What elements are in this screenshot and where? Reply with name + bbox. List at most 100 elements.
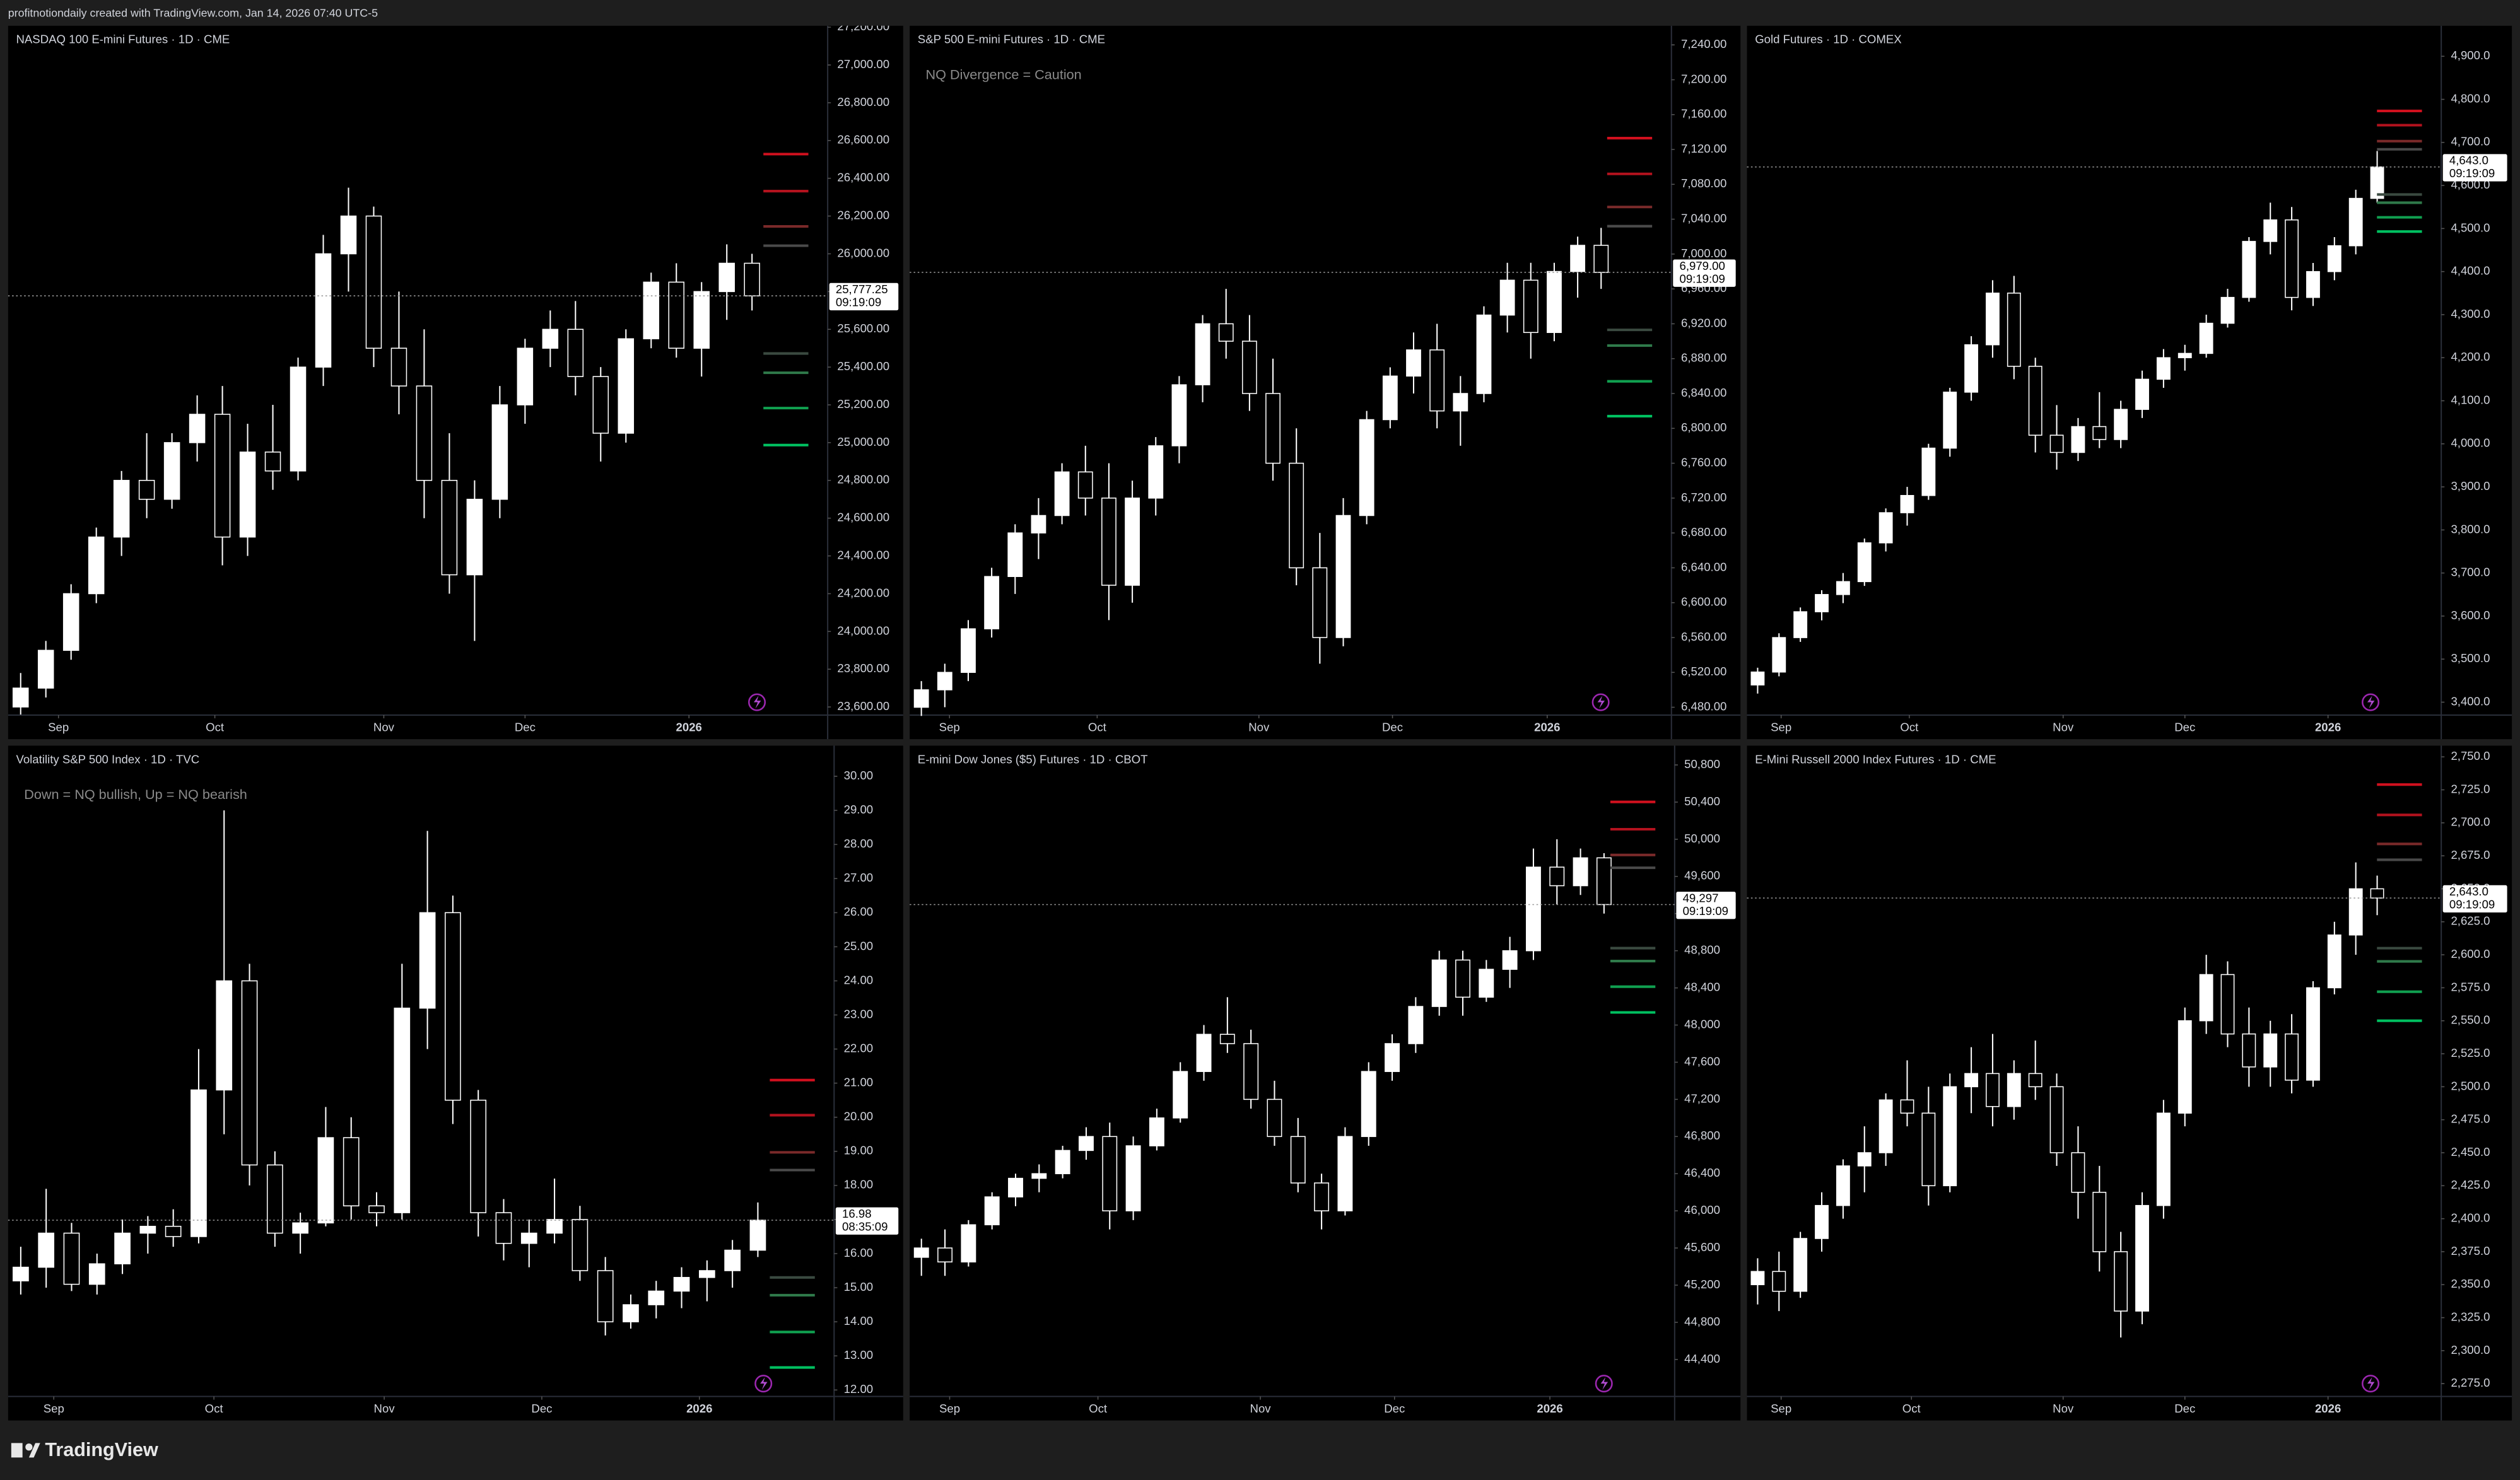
- candle-body: [214, 414, 231, 538]
- panel-background: [8, 25, 903, 740]
- candle-body: [13, 1266, 29, 1281]
- x-tick-label: Oct: [205, 1402, 224, 1415]
- last-price-label: 6,979.00: [1679, 259, 1725, 272]
- countdown-label: 09:19:09: [1683, 904, 1728, 918]
- candle-body: [2049, 1086, 2064, 1153]
- candle-body: [1031, 515, 1046, 533]
- candle-body: [718, 262, 735, 293]
- candle-body: [1314, 1182, 1330, 1211]
- y-tick-label: 13.00: [844, 1348, 874, 1361]
- y-tick-label: 27,200.00: [837, 20, 889, 33]
- y-tick-label: 22.00: [844, 1041, 874, 1054]
- chart-title: E-mini Dow Jones ($5) Futures · 1D · CBO…: [918, 752, 1148, 766]
- x-tick-label: 2026: [2315, 1402, 2341, 1415]
- candle-body: [2007, 1073, 2021, 1107]
- x-tick-label: Sep: [48, 720, 69, 733]
- countdown-label: 09:19:09: [2449, 897, 2495, 911]
- candle-body: [520, 1232, 537, 1244]
- x-tick-label: Oct: [1900, 720, 1919, 733]
- y-tick-label: 24,400.00: [837, 548, 889, 561]
- candle-body: [190, 1089, 207, 1237]
- y-tick-label: 6,640.00: [1681, 560, 1726, 573]
- candle-body: [2348, 197, 2363, 247]
- candle-body: [292, 1222, 308, 1234]
- candle-body: [343, 1137, 360, 1207]
- candle-body: [2177, 1020, 2192, 1114]
- y-tick-label: 14.00: [844, 1314, 874, 1327]
- y-tick-label: 4,800.0: [2451, 91, 2490, 105]
- alert-icon: [1595, 1375, 1613, 1393]
- y-tick-label: 2,450.0: [2451, 1145, 2490, 1158]
- y-tick-label: 47,200: [1684, 1092, 1720, 1105]
- y-tick-label: 4,400.0: [2451, 264, 2490, 277]
- y-tick-label: 6,560.00: [1681, 630, 1726, 643]
- candle-body: [1549, 866, 1565, 887]
- x-tick-label: Sep: [939, 720, 960, 733]
- y-tick-label: 45,600: [1684, 1240, 1720, 1254]
- x-tick-label: Dec: [1384, 1402, 1405, 1415]
- y-tick-label: 2,700.0: [2451, 815, 2490, 829]
- candle-body: [913, 689, 929, 708]
- candle-body: [315, 253, 332, 368]
- x-tick-label: Sep: [939, 1402, 960, 1415]
- candle-body: [1815, 1204, 1829, 1239]
- y-tick-label: 7,080.00: [1681, 177, 1726, 190]
- panel-background: [1747, 25, 2512, 740]
- candle-body: [1772, 637, 1786, 673]
- last-price-box: [829, 283, 899, 311]
- y-tick-label: 50,400: [1684, 795, 1720, 808]
- alert-icon: [2362, 1375, 2380, 1393]
- candle-body: [466, 498, 483, 576]
- candle-body: [1290, 1136, 1306, 1184]
- candle-body: [1007, 532, 1023, 578]
- candle-body: [470, 1099, 487, 1213]
- candle-body: [139, 1225, 156, 1234]
- x-tick-label: Nov: [2053, 1402, 2074, 1415]
- y-tick-label: 2,500.0: [2451, 1079, 2490, 1092]
- candle-body: [1857, 542, 1872, 583]
- candle-body: [1359, 419, 1374, 516]
- annotation: Down = NQ bullish, Up = NQ bearish: [24, 786, 247, 802]
- candle-body: [749, 1220, 766, 1251]
- y-tick-label: 26,000.00: [837, 246, 889, 259]
- x-tick-label: Sep: [1771, 1402, 1791, 1415]
- alert-icon: [754, 1375, 773, 1393]
- annotation: NQ Divergence = Caution: [926, 66, 1082, 82]
- x-tick-label: Sep: [44, 1402, 64, 1415]
- x-tick-label: Nov: [2053, 720, 2074, 733]
- x-tick-label: Dec: [515, 720, 536, 733]
- candle-body: [961, 628, 976, 673]
- y-tick-label: 44,400: [1684, 1352, 1720, 1365]
- candle-body: [266, 1164, 283, 1234]
- candle-body: [1125, 498, 1140, 586]
- y-tick-label: 47,600: [1684, 1054, 1720, 1068]
- candle-body: [1431, 959, 1447, 1007]
- tradingview-logo: [11, 1443, 40, 1458]
- candle-body: [2370, 166, 2384, 199]
- x-tick-label: Nov: [373, 720, 395, 733]
- candle-body: [2156, 1112, 2171, 1206]
- candle-body: [2263, 219, 2278, 242]
- candle-body: [724, 1249, 741, 1271]
- x-tick-label: Dec: [2174, 720, 2195, 733]
- candle-body: [1078, 1136, 1094, 1151]
- candle-body: [441, 480, 458, 576]
- candle-body: [264, 452, 281, 472]
- y-tick-label: 48,800: [1684, 943, 1720, 957]
- candle-body: [1406, 349, 1421, 377]
- y-tick-label: 24.00: [844, 973, 874, 986]
- x-tick-label: 2026: [2315, 720, 2341, 733]
- x-tick-label: 2026: [686, 1402, 712, 1415]
- last-price-box: [2442, 154, 2507, 182]
- y-tick-label: 24,800.00: [837, 473, 889, 486]
- chart-title: Gold Futures · 1D · COMEX: [1755, 33, 1902, 46]
- candle-body: [113, 480, 130, 538]
- candle-body: [2114, 409, 2128, 440]
- candle-body: [673, 1277, 690, 1292]
- y-tick-label: 4,900.0: [2451, 49, 2490, 62]
- chart-panel: 2,275.0 2,300.0 2,325.0 2,350.0 2,375.0 2,400…: [1747, 745, 2512, 1421]
- y-tick-label: 6,800.00: [1681, 421, 1726, 434]
- candle-body: [1502, 950, 1518, 970]
- y-tick-label: 20.00: [844, 1110, 874, 1123]
- x-tick-label: 2026: [1537, 1402, 1562, 1415]
